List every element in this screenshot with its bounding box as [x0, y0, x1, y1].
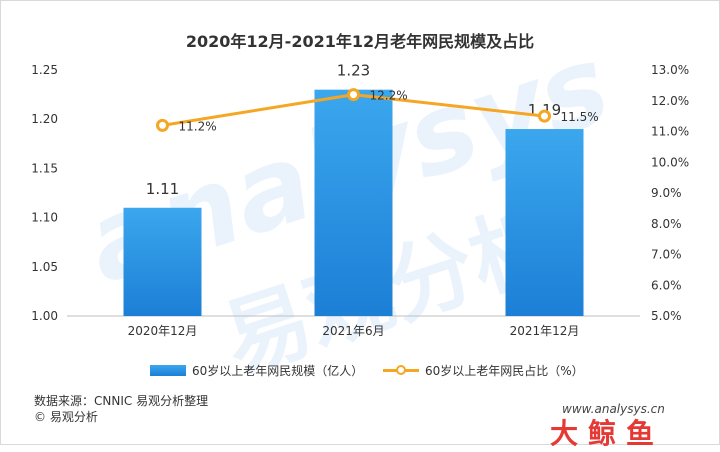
- logo-url: www.analysys.cn: [562, 402, 665, 416]
- y-left-tick-label: 1.05: [31, 260, 58, 274]
- y-right-tick-label: 13.0%: [651, 63, 689, 77]
- y-left-tick-label: 1.00: [31, 309, 58, 323]
- y-right-tick-label: 7.0%: [651, 248, 682, 262]
- legend-label-line: 60岁以上老年网民占比（%）: [425, 363, 584, 378]
- x-category-label: 2021年6月: [322, 324, 384, 338]
- x-category-label: 2021年12月: [510, 324, 580, 338]
- line-point: [156, 118, 169, 132]
- y-left-tick-label: 1.15: [31, 161, 58, 175]
- bar-value-label: 1.23: [337, 62, 370, 80]
- copyright-note: © 易观分析: [34, 410, 98, 424]
- line-point: [538, 109, 551, 123]
- y-right-tick-label: 12.0%: [651, 94, 689, 108]
- y-left-tick-label: 1.10: [31, 211, 58, 225]
- x-category-label: 2020年12月: [128, 324, 198, 338]
- legend-item-line: 60岁以上老年网民占比（%）: [383, 360, 584, 380]
- legend-label-bar: 60岁以上老年网民规模（亿人）: [192, 363, 364, 378]
- line-value-label: 12.2%: [370, 89, 408, 103]
- legend-line-swatch: [383, 364, 419, 376]
- site-logo: www.analysys.cn 大鲸鱼: [550, 402, 720, 450]
- y-right-tick-label: 8.0%: [651, 217, 682, 231]
- line-value-label: 11.5%: [561, 110, 599, 124]
- y-right-tick-label: 5.0%: [651, 309, 682, 323]
- legend-bar-swatch: [150, 364, 186, 376]
- legend: 60岁以上老年网民规模（亿人） 60岁以上老年网民占比（%）: [0, 360, 720, 380]
- bar: [505, 129, 584, 316]
- bar-series: 1.111.231.19: [123, 62, 584, 317]
- y-right-tick-label: 6.0%: [651, 278, 682, 292]
- y-left-tick-label: 1.25: [31, 63, 58, 77]
- y-left-ticks: 1.00 1.05 1.10 1.15 1.20 1.25: [31, 63, 58, 323]
- y-right-ticks: 5.0% 6.0% 7.0% 8.0% 9.0% 10.0% 11.0% 12.0% 13.0%: [651, 63, 689, 323]
- bar: [123, 207, 202, 316]
- y-right-tick-label: 10.0%: [651, 155, 689, 169]
- y-right-tick-label: 11.0%: [651, 125, 689, 139]
- legend-item-bar: 60岁以上老年网民规模（亿人）: [150, 360, 363, 380]
- chart-title: 2020年12月-2021年12月老年网民规模及占比: [185, 32, 535, 51]
- bar-value-label: 1.11: [146, 180, 179, 198]
- x-category-labels: 2020年12月 2021年6月 2021年12月: [128, 324, 580, 338]
- line-point: [347, 88, 360, 102]
- y-right-tick-label: 9.0%: [651, 186, 682, 200]
- data-source-note: 数据来源：CNNIC 易观分析整理: [34, 394, 209, 408]
- y-left-tick-label: 1.20: [31, 112, 58, 126]
- line-series: 11.2% 12.2% 11.5%: [156, 88, 599, 133]
- logo-brand: 大鲸鱼: [550, 417, 665, 450]
- line-value-label: 11.2%: [179, 119, 217, 133]
- bar: [314, 89, 393, 317]
